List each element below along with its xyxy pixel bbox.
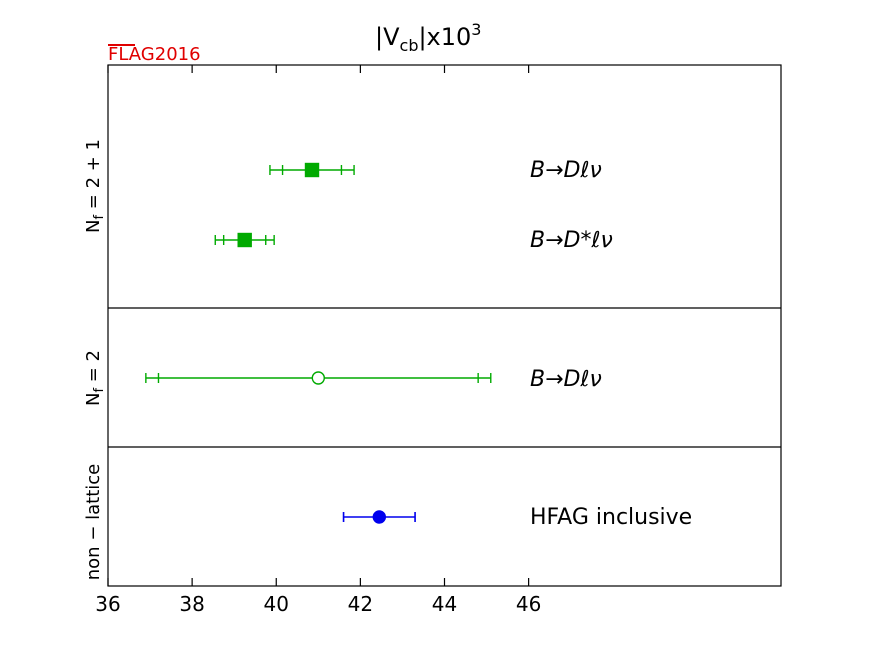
marker-square	[237, 232, 252, 248]
panel-label-nf2: Nf = 2	[83, 350, 107, 406]
data-marks	[145, 162, 492, 524]
data-point-0-1	[214, 232, 275, 248]
flag-brand-text: FLAG2016	[108, 44, 201, 65]
marker-square	[304, 162, 320, 178]
panel-label-nonlattice: non − lattice	[83, 464, 104, 580]
row-label-hfag-inclusive: HFAG inclusive	[530, 505, 692, 530]
flag-brand: FLAG2016	[108, 44, 201, 65]
marker-circle	[311, 371, 326, 385]
row-label-b-dstar-lnu-nf21: B→D*ℓν	[530, 228, 613, 253]
panel-label-nf21: Nf = 2 + 1	[83, 139, 107, 233]
x-axis: 36 38 40 42 44 46	[95, 65, 541, 616]
x-tick-label-40: 40	[264, 592, 289, 616]
title-main: |V	[375, 23, 400, 51]
title-sup: 3	[471, 20, 481, 39]
title-mid: |x10	[418, 23, 471, 51]
title-sub: cb	[400, 36, 419, 55]
row-label-b-d-lnu-nf2: B→Dℓν	[530, 367, 602, 392]
x-tick-label-38: 38	[179, 592, 204, 616]
chart-title: |Vcb|x103	[375, 20, 481, 55]
marker-circle	[372, 510, 387, 524]
x-tick-label-46: 46	[516, 592, 541, 616]
data-point-1-0	[145, 371, 492, 385]
x-tick-label-42: 42	[348, 592, 373, 616]
row-label-b-d-lnu-nf21: B→Dℓν	[530, 158, 602, 183]
x-tick-label-44: 44	[432, 592, 457, 616]
data-point-0-0	[269, 162, 355, 178]
x-tick-label-36: 36	[95, 592, 120, 616]
data-point-2-0	[342, 510, 416, 524]
